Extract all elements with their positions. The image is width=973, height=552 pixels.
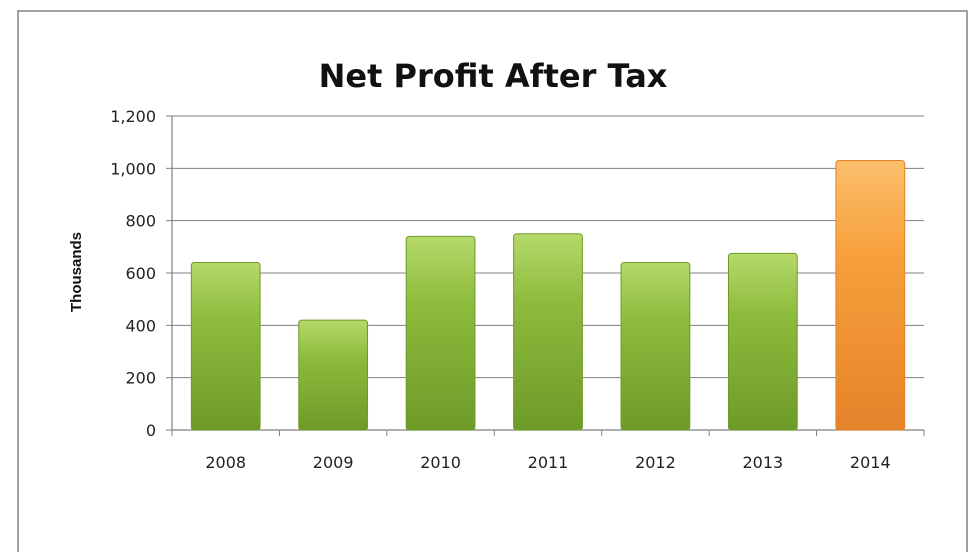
y-tick-labels: 0 200 400 600 800 1,000 1,200: [110, 107, 156, 440]
chart-border: [17, 10, 968, 552]
y-tick-label: 800: [125, 212, 156, 231]
bar-2010: [405, 235, 476, 431]
y-tick-label: 200: [125, 369, 156, 388]
y-tick-label: 600: [125, 264, 156, 283]
bar-2011: [513, 233, 583, 431]
y-tick-label: 400: [125, 316, 156, 335]
bar-2012: [620, 262, 691, 431]
y-tick-label: 1,000: [110, 159, 156, 178]
y-axis-title: Thousands: [68, 232, 85, 312]
x-tick-labels: 2008 2009 2010 2011 2012 2013 2014: [205, 453, 890, 472]
chart-title: Net Profit After Tax: [319, 57, 668, 95]
y-tick-label: 1,200: [110, 107, 156, 126]
x-tick-label: 2009: [313, 453, 354, 472]
x-tick-label: 2011: [528, 453, 569, 472]
bars: [190, 159, 906, 431]
bar-2014: [835, 159, 906, 431]
x-tick-label: 2008: [205, 453, 246, 472]
bar-2013: [727, 252, 798, 431]
x-tick-label: 2014: [850, 453, 891, 472]
x-tick-label: 2013: [742, 453, 783, 472]
x-tick-label: 2010: [420, 453, 461, 472]
bar-2008: [190, 262, 261, 431]
y-tick-label: 0: [146, 421, 156, 440]
bar-2009: [298, 319, 369, 431]
x-tick-label: 2012: [635, 453, 676, 472]
